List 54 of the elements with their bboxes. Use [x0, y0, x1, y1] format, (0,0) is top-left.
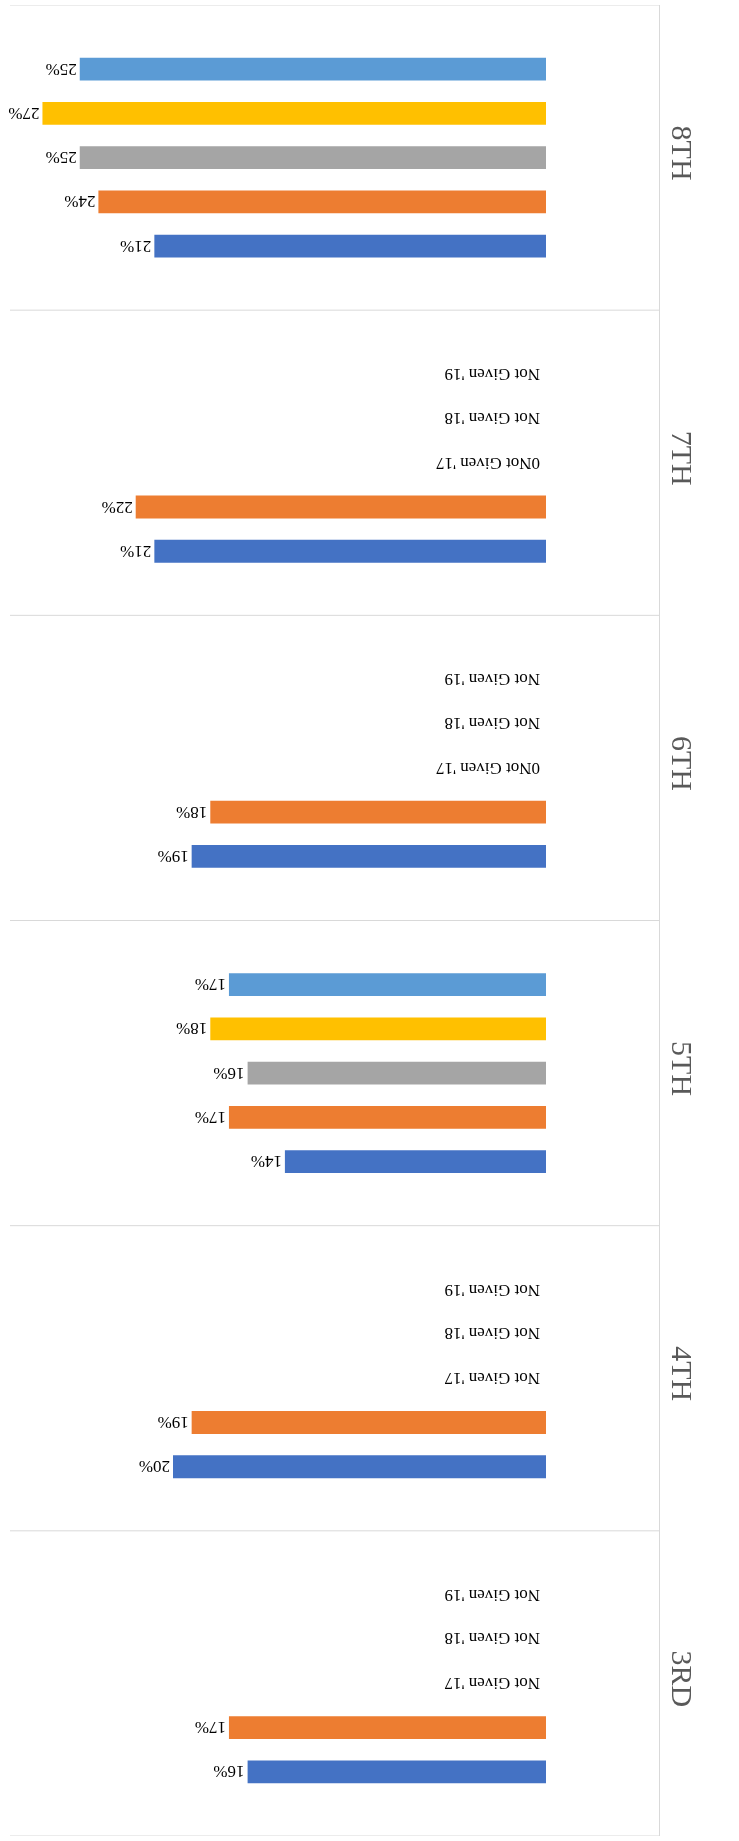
text: 0Not Given '17 — [435, 453, 540, 473]
data-label: 18% — [176, 1019, 208, 1039]
text: Not Given '18 — [444, 1629, 540, 1649]
text: Not Given '19 — [444, 1585, 540, 1605]
data-label: 19% — [157, 846, 189, 866]
data-label: 17% — [194, 1718, 226, 1738]
data-label: 21% — [120, 236, 152, 256]
y-tick-label: 5TH — [666, 1041, 699, 1097]
data-label: 14% — [250, 1152, 282, 1172]
bar — [42, 101, 546, 125]
bar — [135, 495, 546, 519]
bar — [210, 1017, 546, 1041]
text: 0Not Given '17 — [435, 758, 540, 778]
y-tick-label: 7TH — [666, 430, 699, 486]
text: Not Given '18 — [444, 409, 540, 428]
y-tick-label: 6TH — [666, 735, 699, 791]
bar — [228, 973, 546, 997]
bar — [98, 190, 546, 214]
y-tick-label: 8TH — [666, 125, 699, 181]
text: Not Given '18 — [444, 714, 540, 734]
data-label: 17% — [194, 1107, 226, 1127]
data-label: 25% — [45, 148, 77, 168]
bar — [154, 234, 546, 258]
data-label: 16% — [213, 1063, 245, 1083]
bar — [154, 539, 546, 563]
text: Not Given '17 — [444, 1368, 540, 1388]
data-label: 27% — [8, 103, 40, 123]
y-tick-label: 4TH — [666, 1346, 699, 1402]
bar — [284, 1150, 546, 1174]
bar — [79, 146, 546, 170]
bar — [228, 1105, 546, 1129]
data-label: 17% — [194, 975, 226, 995]
text: Not Given '17 — [444, 1673, 540, 1693]
y-tick-label: 3RD — [666, 1650, 699, 1708]
data-label: 21% — [120, 541, 152, 561]
bar — [210, 800, 546, 824]
data-label: 24% — [64, 192, 96, 212]
text: Not Given '19 — [444, 364, 540, 384]
data-label: 16% — [213, 1762, 245, 1782]
data-label: 18% — [176, 802, 208, 822]
bar — [191, 844, 546, 868]
data-label: 25% — [45, 59, 77, 79]
bar — [228, 1716, 546, 1740]
text: Not Given '18 — [444, 1324, 540, 1343]
text: Not Given '19 — [444, 669, 540, 689]
data-label: 20% — [138, 1457, 170, 1477]
bar — [173, 1455, 546, 1479]
data-label: 22% — [101, 497, 133, 517]
text: Not Given '19 — [444, 1280, 540, 1300]
bar — [247, 1061, 546, 1085]
bar — [191, 1411, 546, 1434]
bar — [247, 1760, 546, 1784]
bar — [79, 57, 546, 81]
data-label: 19% — [157, 1413, 189, 1432]
